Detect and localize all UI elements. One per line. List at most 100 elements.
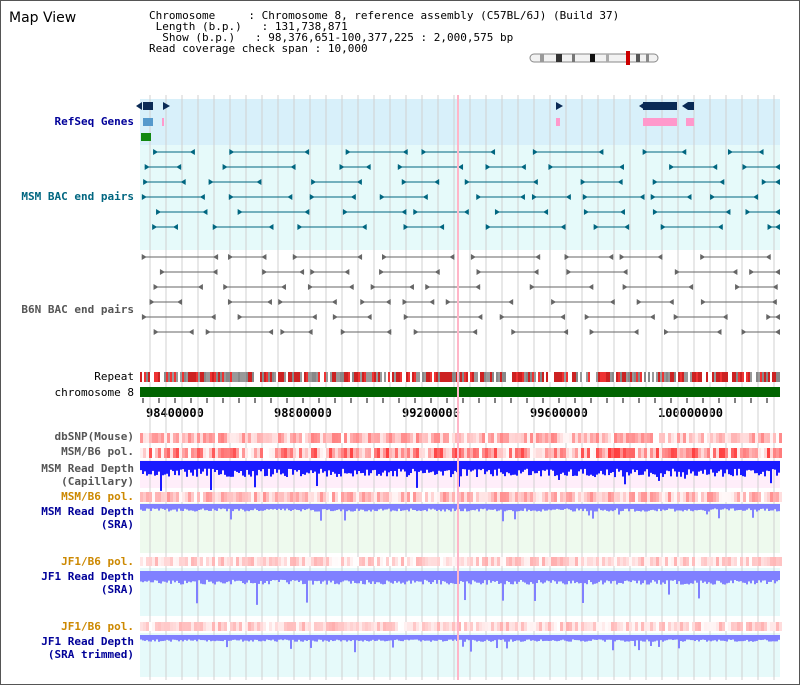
track-label-jf1-depth-trim-sub: (SRA trimmed) <box>47 648 134 661</box>
jf1-trim-depth-bar <box>276 635 278 642</box>
jf1-sra-depth-bar <box>334 571 336 585</box>
dbsnp-cell <box>281 433 284 443</box>
jf1-trim-depth-bar <box>626 635 628 642</box>
capillary-depth-bar <box>516 461 518 476</box>
capillary-depth-bar <box>400 461 402 472</box>
jf1-trim-depth-bar <box>484 635 486 642</box>
b6n-bac-end <box>141 254 147 260</box>
jf1-b6-pol-cell <box>398 622 401 631</box>
dbsnp-cell <box>167 433 170 443</box>
dbsnp-cell <box>605 433 608 443</box>
jf1-sra-depth-bar <box>416 571 418 582</box>
msm-b6-pol-cell <box>776 492 779 502</box>
msm-b6-pol-cell <box>737 492 740 502</box>
repeat-seg <box>230 372 232 382</box>
jf1-b6-pol-cell <box>605 557 608 566</box>
msm-b6-pol-cell <box>509 492 512 502</box>
capillary-depth-bar <box>614 461 616 478</box>
jf1-trim-depth-bar <box>724 635 726 642</box>
msm-b6-pol-cell <box>551 492 554 502</box>
jf1-sra-depth-bar <box>400 571 402 584</box>
msm-b6-pol-cell <box>764 492 767 502</box>
capillary-depth-bar <box>398 461 400 469</box>
jf1-b6-pol-cell <box>704 622 707 631</box>
msm-sra-depth-bar <box>690 504 692 511</box>
repeat-seg <box>688 372 690 382</box>
jf1-trim-depth-bar <box>588 635 590 641</box>
msm-b6-pol-cell <box>194 448 197 458</box>
jf1-trim-depth-bar <box>208 635 210 641</box>
jf1-sra-depth-bar <box>388 571 390 582</box>
msm-b6-pol-cell <box>761 492 764 502</box>
jf1-b6-pol-cell <box>665 622 668 631</box>
jf1-sra-depth-bar <box>432 571 434 583</box>
jf1-trim-depth-bar <box>290 635 292 649</box>
jf1-b6-pol-cell <box>230 557 233 566</box>
msm-b6-pol-cell <box>419 448 422 458</box>
jf1-sra-depth-bar <box>706 571 708 584</box>
repeat-seg <box>166 372 168 382</box>
jf1-trim-depth-bar <box>734 635 736 642</box>
repeat-seg <box>642 372 644 382</box>
dbsnp-cell <box>260 433 263 443</box>
track-label-b6n-bac[interactable]: B6N BAC end pairs <box>21 303 134 316</box>
jf1-b6-pol-cell <box>587 557 590 566</box>
capillary-depth-bar <box>284 461 286 476</box>
jf1-b6-pol-cell <box>503 622 506 631</box>
jf1-b6-pol-cell <box>686 622 689 631</box>
jf1-trim-depth-bar <box>746 635 748 640</box>
track-label-msm-bac[interactable]: MSM BAC end pairs <box>21 190 134 203</box>
read-depth-tracks <box>140 461 780 653</box>
msm-bac-end <box>156 209 162 215</box>
capillary-depth-bar <box>654 461 656 475</box>
msm-b6-pol-cell <box>617 492 620 502</box>
jf1-trim-depth-bar <box>312 635 314 641</box>
dbsnp-cell <box>701 433 704 443</box>
repeat-seg <box>414 372 416 382</box>
b6n-bac-end <box>210 314 216 320</box>
repeat-seg <box>180 372 182 382</box>
msm-sra-depth-bar <box>150 504 152 511</box>
jf1-sra-depth-bar <box>286 571 288 583</box>
msm-b6-pol-cell <box>563 492 566 502</box>
msm-sra-depth-bar <box>452 504 454 509</box>
jf1-b6-pol-cell <box>239 622 242 631</box>
capillary-depth-bar <box>296 461 298 472</box>
msm-sra-depth-bar <box>692 504 694 512</box>
msm-sra-depth-bar <box>744 504 746 511</box>
jf1-b6-pol-cell <box>302 557 305 566</box>
msm-b6-pol-cell <box>464 492 467 502</box>
repeat-seg <box>636 372 638 382</box>
repeat-seg <box>348 372 350 382</box>
capillary-depth-bar <box>592 461 594 476</box>
dbsnp-cell <box>557 433 560 443</box>
capillary-depth-bar <box>726 461 728 470</box>
jf1-trim-depth-bar <box>186 635 188 641</box>
jf1-trim-depth-bar <box>748 635 750 642</box>
jf1-sra-depth-bar <box>354 571 356 583</box>
jf1-sra-depth-bar <box>332 571 334 581</box>
repeat-seg <box>388 372 390 382</box>
jf1-sra-depth-bar <box>174 571 176 583</box>
msm-sra-depth-bar <box>498 504 500 511</box>
jf1-b6-pol-cell <box>542 557 545 566</box>
jf1-b6-pol-cell <box>260 622 263 631</box>
capillary-depth-bar <box>176 461 178 471</box>
repeat-seg <box>744 372 746 382</box>
capillary-depth-bar <box>532 461 534 472</box>
jf1-b6-pol-cell <box>380 557 383 566</box>
jf1-sra-depth-bar <box>736 571 738 581</box>
msm-bac-end <box>532 149 538 155</box>
msm-sra-depth-bar <box>574 504 576 512</box>
track-label-refseq[interactable]: RefSeq Genes <box>54 115 134 128</box>
dbsnp-cell <box>158 433 161 443</box>
msm-bac-end <box>422 194 428 200</box>
b6n-bac-end <box>228 254 234 260</box>
repeat-seg <box>354 372 356 382</box>
jf1-trim-depth-bar <box>564 635 566 641</box>
msm-b6-pol-cell <box>263 448 266 458</box>
dbsnp-cell <box>539 433 542 443</box>
jf1-b6-pol-cell <box>488 557 491 566</box>
jf1-sra-depth-bar <box>356 571 358 584</box>
